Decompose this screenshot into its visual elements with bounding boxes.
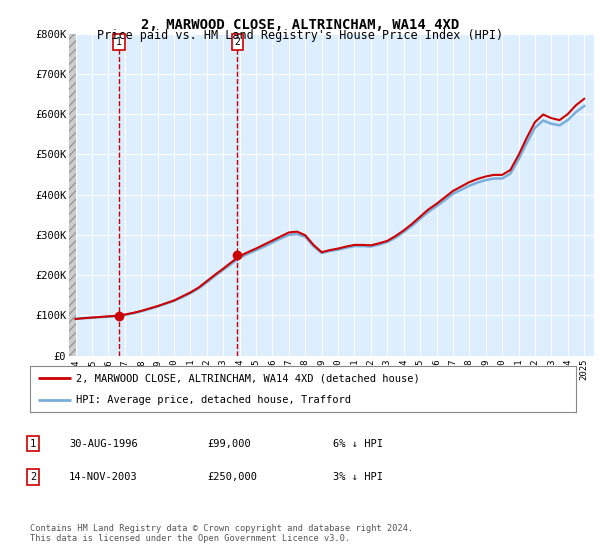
Text: Contains HM Land Registry data © Crown copyright and database right 2024.
This d: Contains HM Land Registry data © Crown c… bbox=[30, 524, 413, 543]
Text: £99,000: £99,000 bbox=[207, 438, 251, 449]
Text: 2, MARWOOD CLOSE, ALTRINCHAM, WA14 4XD: 2, MARWOOD CLOSE, ALTRINCHAM, WA14 4XD bbox=[141, 18, 459, 32]
Text: 14-NOV-2003: 14-NOV-2003 bbox=[69, 472, 138, 482]
Text: 2, MARWOOD CLOSE, ALTRINCHAM, WA14 4XD (detached house): 2, MARWOOD CLOSE, ALTRINCHAM, WA14 4XD (… bbox=[76, 373, 420, 383]
Text: HPI: Average price, detached house, Trafford: HPI: Average price, detached house, Traf… bbox=[76, 395, 352, 405]
Text: 2: 2 bbox=[30, 472, 36, 482]
Text: 3% ↓ HPI: 3% ↓ HPI bbox=[333, 472, 383, 482]
Bar bbox=[69, 34, 76, 356]
Text: 2: 2 bbox=[235, 36, 241, 46]
Text: £250,000: £250,000 bbox=[207, 472, 257, 482]
Text: 1: 1 bbox=[30, 438, 36, 449]
Text: Price paid vs. HM Land Registry's House Price Index (HPI): Price paid vs. HM Land Registry's House … bbox=[97, 29, 503, 42]
Text: 1: 1 bbox=[116, 36, 122, 46]
Text: 30-AUG-1996: 30-AUG-1996 bbox=[69, 438, 138, 449]
Text: 6% ↓ HPI: 6% ↓ HPI bbox=[333, 438, 383, 449]
